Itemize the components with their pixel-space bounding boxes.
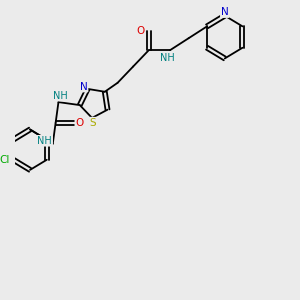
Text: S: S: [90, 118, 97, 128]
Text: NH: NH: [52, 91, 67, 100]
Text: NH: NH: [160, 52, 175, 63]
Text: Cl: Cl: [0, 155, 10, 165]
Text: O: O: [76, 118, 84, 128]
Text: O: O: [137, 26, 145, 36]
Text: N: N: [80, 82, 88, 92]
Text: NH: NH: [38, 136, 52, 146]
Text: N: N: [221, 7, 229, 17]
